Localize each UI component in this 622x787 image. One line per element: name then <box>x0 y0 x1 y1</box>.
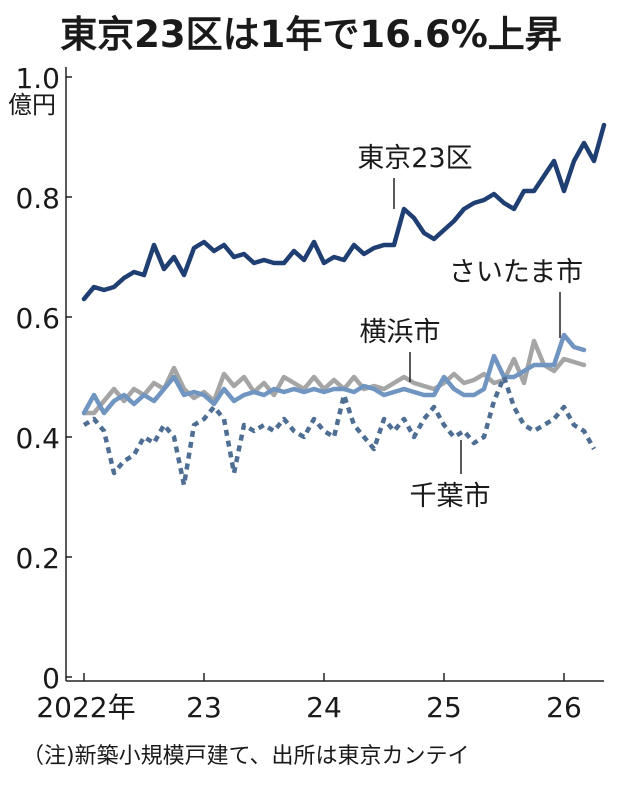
series-layer <box>81 122 607 488</box>
y-unit-label: 億円 <box>8 91 56 119</box>
x-tick-label: 24 <box>306 691 342 724</box>
series-label: 横浜市 <box>360 317 441 348</box>
y-tick-label: 1.0 <box>15 62 60 95</box>
y-tick-label: 0.6 <box>15 302 60 335</box>
series-line-さいたま市 <box>81 332 587 416</box>
series-label: さいたま市 <box>449 257 583 288</box>
y-tick-label: 0.8 <box>15 182 60 215</box>
chart-axes: 0 0.2 0.4 0.6 0.8 1.0億円 2022年 23 24 25 26 <box>8 62 604 724</box>
series-line-東京23区 <box>81 122 607 302</box>
y-tick-label: 0.2 <box>15 542 60 575</box>
x-tick-label: 23 <box>186 691 222 724</box>
series-label: 東京23区 <box>357 143 472 174</box>
x-tick-label: 26 <box>546 691 582 724</box>
chart-title: 東京23区は1年で16.6%上昇 <box>60 13 562 56</box>
series-line-千葉市 <box>82 374 596 488</box>
y-tick-label: 0 <box>42 662 60 695</box>
x-tick-label: 25 <box>426 691 462 724</box>
x-tick-label: 2022年 <box>36 691 135 724</box>
y-tick-label: 0.4 <box>15 422 60 455</box>
series-label: 千葉市 <box>410 481 491 512</box>
chart-note: （注)新築小規模戸建て、出所は東京カンテイ <box>22 744 470 769</box>
